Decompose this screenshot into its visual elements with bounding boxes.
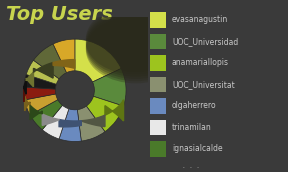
Wedge shape xyxy=(59,109,81,142)
Ellipse shape xyxy=(86,5,186,72)
FancyBboxPatch shape xyxy=(150,55,166,71)
FancyBboxPatch shape xyxy=(150,98,166,114)
Text: UOC_Universidad: UOC_Universidad xyxy=(172,37,238,46)
Text: Top Users: Top Users xyxy=(6,5,113,24)
Wedge shape xyxy=(86,96,124,132)
Text: UOC_Universitat: UOC_Universitat xyxy=(172,80,235,89)
Wedge shape xyxy=(33,44,67,79)
Polygon shape xyxy=(42,114,59,125)
Polygon shape xyxy=(105,100,124,121)
FancyBboxPatch shape xyxy=(150,141,166,157)
FancyBboxPatch shape xyxy=(150,77,166,92)
Polygon shape xyxy=(24,96,30,111)
Wedge shape xyxy=(24,87,56,100)
Polygon shape xyxy=(81,115,105,127)
Polygon shape xyxy=(26,72,33,87)
Polygon shape xyxy=(33,62,53,78)
Polygon shape xyxy=(53,60,75,68)
Wedge shape xyxy=(77,106,105,141)
Wedge shape xyxy=(92,68,126,106)
FancyBboxPatch shape xyxy=(150,12,166,28)
Ellipse shape xyxy=(86,8,186,75)
Wedge shape xyxy=(30,100,62,130)
Polygon shape xyxy=(24,81,26,94)
Wedge shape xyxy=(26,60,59,84)
Ellipse shape xyxy=(86,14,186,81)
Text: . . .: . . . xyxy=(182,160,200,170)
Wedge shape xyxy=(53,39,75,73)
Text: trinamilan: trinamilan xyxy=(172,123,212,132)
Wedge shape xyxy=(75,39,121,82)
Text: evasanagustin: evasanagustin xyxy=(172,15,228,24)
Wedge shape xyxy=(42,105,69,139)
Wedge shape xyxy=(24,94,58,115)
Ellipse shape xyxy=(86,16,186,83)
Text: olgaherrero: olgaherrero xyxy=(172,101,217,110)
Polygon shape xyxy=(30,105,42,120)
Ellipse shape xyxy=(86,10,186,77)
FancyBboxPatch shape xyxy=(150,34,166,49)
FancyBboxPatch shape xyxy=(150,120,166,135)
Polygon shape xyxy=(59,120,81,127)
Wedge shape xyxy=(24,74,56,89)
Ellipse shape xyxy=(86,12,186,79)
Text: anamariallopis: anamariallopis xyxy=(172,58,229,67)
Text: ignasialcalde: ignasialcalde xyxy=(172,144,223,153)
